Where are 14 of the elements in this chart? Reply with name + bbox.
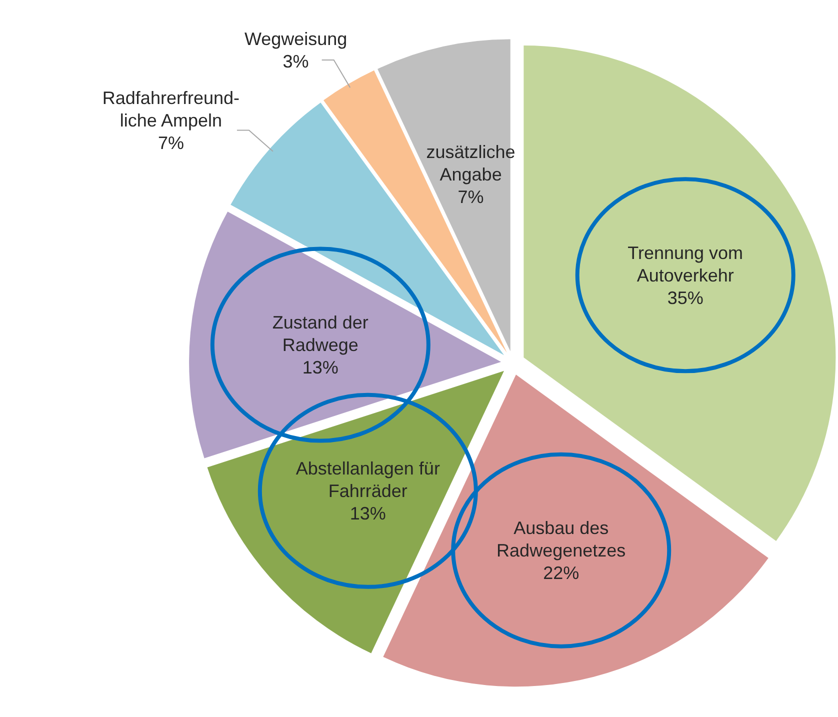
slice-label: Trennung vom Autoverkehr — [628, 242, 744, 286]
slice-label: zusätzliche Angabe — [426, 142, 516, 185]
slice-label: Ausbau des Radwegenetzes — [496, 518, 626, 561]
slice-label: Zustand der Radwege — [272, 312, 368, 356]
data-label: 7% — [158, 133, 184, 154]
data-label: 35% — [667, 288, 704, 308]
slice-label: Wegweisung — [244, 29, 348, 50]
data-label: 7% — [458, 187, 484, 208]
data-label: 3% — [282, 52, 309, 72]
slice-label: Radfahrerfreund-liche Ampeln — [102, 88, 240, 131]
data-label: 13% — [350, 504, 386, 524]
slice-label: Abstellanlagen für Fahrräder — [296, 458, 440, 502]
data-label: 22% — [543, 563, 580, 584]
data-label: 13% — [302, 358, 338, 378]
